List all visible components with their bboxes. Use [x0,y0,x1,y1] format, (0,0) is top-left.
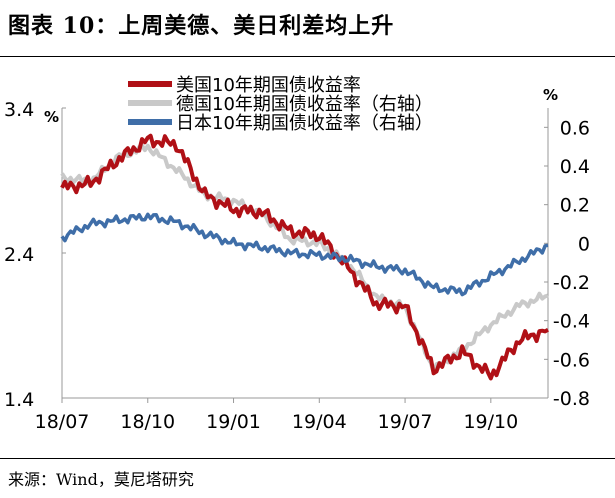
left-tick-label: 2.4 [4,244,34,266]
series-line-jp [60,212,549,297]
right-tick-label: -0.6 [553,349,590,371]
footer-rule [0,458,615,459]
x-tick-label: 18/10 [120,411,175,433]
right-tick-label: 0.6 [560,117,590,139]
series-line-de [60,143,549,375]
legend-label-jp: 日本10年期国债收益率（右轴） [176,113,433,134]
chart-series-lines [60,133,549,381]
right-axis-unit: % [543,86,558,104]
right-tick-label: 0 [578,233,590,255]
legend-label-de: 德国10年期国债收益率（右轴） [176,94,433,115]
right-tick-label: -0.4 [553,311,590,333]
right-tick-label: -0.2 [553,272,590,294]
right-tick-label: -0.8 [553,388,590,410]
legend-label-us: 美国10年期国债收益率 [176,75,361,96]
x-tick-label: 18/07 [35,411,90,433]
right-tick-label: 0.4 [560,156,590,178]
x-tick-label: 19/01 [206,411,261,433]
source-note: 来源：Wind，莫尼塔研究 [8,470,194,489]
header-rule [0,56,615,57]
x-tick-label: 19/04 [292,411,347,433]
series-line-us [60,133,549,381]
line-chart: 3.42.41.4%0.60.40.20-0.2-0.4-0.6-0.8%18/… [4,75,590,433]
left-tick-label: 1.4 [4,389,34,411]
chart-legend: 美国10年期国债收益率德国10年期国债收益率（右轴）日本10年期国债收益率（右轴… [128,75,433,134]
chart-axes: 3.42.41.4%0.60.40.20-0.2-0.4-0.6-0.8%18/… [4,86,590,433]
x-tick-label: 19/07 [378,411,433,433]
left-tick-label: 3.4 [4,99,34,121]
x-tick-label: 19/10 [463,411,518,433]
right-tick-label: 0.2 [560,195,590,217]
left-axis-unit: % [44,108,59,126]
page-title: 图表 10：上周美德、美日利差均上升 [8,13,395,39]
